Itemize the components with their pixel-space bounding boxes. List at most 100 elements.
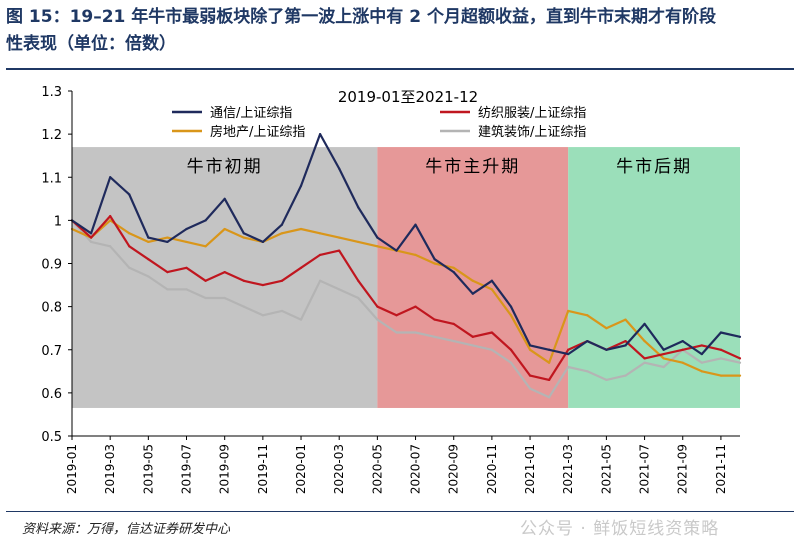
series-1-point-15 <box>338 167 341 170</box>
series-4-point-7 <box>185 288 188 291</box>
series-3-point-7 <box>185 240 188 244</box>
series-3-point-5 <box>147 240 150 244</box>
series-3-point-16 <box>357 240 360 244</box>
series-1-point-14 <box>319 133 322 136</box>
chart-title: 2019-01至2021-12 <box>338 88 478 106</box>
series-line-1 <box>71 133 741 356</box>
series-2-point-7 <box>185 266 188 269</box>
series-3-point-10 <box>242 236 245 239</box>
series-2-point-4 <box>128 245 131 248</box>
series-4-point-16 <box>357 296 360 300</box>
series-3-point-23 <box>490 288 493 291</box>
y-tick-label-5: 0.9 <box>41 258 62 273</box>
series-4-point-10 <box>242 305 245 308</box>
series-2-point-2 <box>89 236 93 239</box>
series-4-point-9 <box>223 296 226 300</box>
y-tick-label-3: 0.7 <box>41 344 62 359</box>
series-1-point-33 <box>681 340 684 343</box>
series-2-point-27 <box>567 348 570 351</box>
x-tick-label-10: 2020-07 <box>409 444 423 494</box>
series-2-point-21 <box>452 322 455 325</box>
series-4-point-6 <box>166 288 169 291</box>
series-4-point-26 <box>548 396 551 399</box>
series-2-point-10 <box>242 279 245 282</box>
series-1-point-32 <box>662 348 665 351</box>
series-3-point-30 <box>624 318 627 321</box>
x-tick-label-2: 2019-03 <box>103 444 117 494</box>
series-2-point-3 <box>109 214 112 218</box>
series-3-point-28 <box>586 314 589 317</box>
series-1-point-11 <box>261 240 264 244</box>
series-3-point-14 <box>319 232 322 235</box>
y-tick-label-9: 1.3 <box>41 85 62 100</box>
series-4-point-22 <box>471 344 474 347</box>
x-tick-label-18: 2021-11 <box>714 444 728 494</box>
series-1-point-20 <box>433 258 436 261</box>
series-1-point-4 <box>128 193 131 196</box>
figure-title-line2: 性表现（单位：倍数） <box>6 34 176 54</box>
series-4-point-24 <box>509 361 513 364</box>
series-4-point-3 <box>109 245 112 248</box>
series-2-point-14 <box>319 253 322 256</box>
series-2-point-26 <box>548 378 551 382</box>
series-2-point-12 <box>280 279 284 282</box>
series-3-point-13 <box>299 227 303 231</box>
series-line-2 <box>71 215 741 381</box>
series-1-point-29 <box>605 348 608 351</box>
phase-band-2 <box>377 147 569 408</box>
series-2-point-8 <box>204 279 207 282</box>
series-1-point-16 <box>357 206 360 209</box>
phase-band-1 <box>72 147 378 408</box>
series-1-point-24 <box>509 305 513 308</box>
series-1-point-36 <box>738 335 742 338</box>
series-1-point-31 <box>643 322 646 325</box>
series-3-point-34 <box>700 370 703 373</box>
series-4-point-4 <box>128 266 131 269</box>
series-4-point-20 <box>433 335 436 338</box>
series-2-point-11 <box>261 283 264 287</box>
x-tick-label-3: 2019-05 <box>141 444 155 494</box>
x-tick-label-9: 2020-05 <box>370 444 384 494</box>
series-4-point-23 <box>490 348 493 351</box>
series-4-point-17 <box>376 318 379 321</box>
x-tick-label-11: 2020-09 <box>447 444 461 494</box>
series-1-point-25 <box>528 344 532 347</box>
source-note: 资料来源：万得，信达证券研发中心 <box>22 522 231 537</box>
series-3-point-33 <box>681 361 684 364</box>
series-3-point-20 <box>433 262 436 265</box>
phase-label-3: 牛市后期 <box>616 157 692 177</box>
series-3-point-25 <box>528 348 532 351</box>
legend-label-2: 纺织服装/上证综指 <box>478 106 586 121</box>
figure-title: 图 15：19–21 年牛市最弱板块除了第一波上涨中有 2 个月超额收益，直到牛… <box>6 4 794 58</box>
series-4-point-36 <box>738 361 742 364</box>
series-1-point-23 <box>490 279 493 282</box>
series-4-point-21 <box>452 340 455 343</box>
figure-title-line1: 图 15：19–21 年牛市最弱板块除了第一波上涨中有 2 个月超额收益，直到牛… <box>6 7 716 27</box>
series-1-point-35 <box>719 331 723 334</box>
series-4-point-2 <box>89 240 93 244</box>
series-lines <box>70 133 742 399</box>
series-2-point-6 <box>166 271 169 274</box>
series-1-point-30 <box>624 344 627 347</box>
x-tick-label-16: 2021-07 <box>638 444 652 494</box>
series-1-point-19 <box>414 223 417 226</box>
series-4-point-13 <box>299 318 303 321</box>
series-3-point-3 <box>109 219 112 222</box>
series-4-point-12 <box>280 309 284 313</box>
series-1-point-21 <box>452 271 455 274</box>
series-1-point-17 <box>376 236 379 239</box>
series-4-point-34 <box>700 361 703 364</box>
series-4-point-28 <box>586 370 589 373</box>
series-3-point-4 <box>128 232 131 235</box>
series-3-point-26 <box>548 361 551 364</box>
x-tick-label-13: 2021-01 <box>523 444 537 494</box>
series-1-point-3 <box>109 176 112 179</box>
series-line-3 <box>71 219 740 377</box>
series-3-point-12 <box>280 232 284 235</box>
series-3-point-8 <box>204 245 207 248</box>
series-2-point-30 <box>624 340 627 343</box>
watermark: 公众号 · 鲜饭短线资策略 <box>520 519 720 539</box>
series-1-point-18 <box>395 249 398 252</box>
phase-bands: 牛市初期 牛市主升期 牛市后期 <box>72 147 740 408</box>
